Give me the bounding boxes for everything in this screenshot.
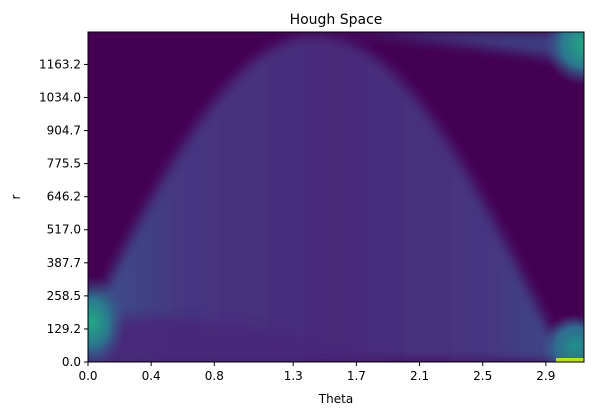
hotspot-top-right [544,32,584,86]
x-tick-label: 0.8 [205,369,224,383]
y-axis-label: r [9,194,23,199]
y-tick-label: 129.2 [47,322,81,336]
x-tick-label: 0.0 [78,369,97,383]
x-tick-label: 2.5 [473,369,492,383]
chart-title: Hough Space [290,12,383,28]
heatmap-band-low [88,317,584,362]
heatmap-band-main [88,35,584,362]
y-tick-label: 387.7 [47,256,81,270]
x-tick-label: 2.1 [410,369,429,383]
y-tick-label: 775.5 [47,157,81,171]
y-tick-label: 258.5 [47,289,81,303]
y-axis: 0.0 129.2 258.5 387.7 517.0 646.2 775.5 904.7 10… [39,57,88,369]
hotspot-bottom-left [88,276,126,362]
y-tick-label: 904.7 [47,124,81,138]
y-tick-label: 0.0 [62,355,81,369]
x-axis-label: Theta [318,392,353,406]
y-tick-label: 646.2 [47,190,81,204]
y-tick-label: 517.0 [47,223,81,237]
y-tick-label: 1163.2 [39,57,81,71]
heatmap-band-top [324,32,584,63]
x-tick-label: 0.4 [142,369,161,383]
hotspot-bottom-right [541,314,584,362]
x-axis: 0.0 0.4 0.8 1.3 1.7 2.1 2.5 2.9 [78,362,555,383]
y-tick-label: 1034.0 [39,90,81,104]
x-tick-label: 1.3 [284,369,303,383]
plot-area [88,32,584,362]
hotspot-bottom-right-peak [556,358,584,362]
x-tick-label: 2.9 [536,369,555,383]
x-tick-label: 1.7 [347,369,366,383]
